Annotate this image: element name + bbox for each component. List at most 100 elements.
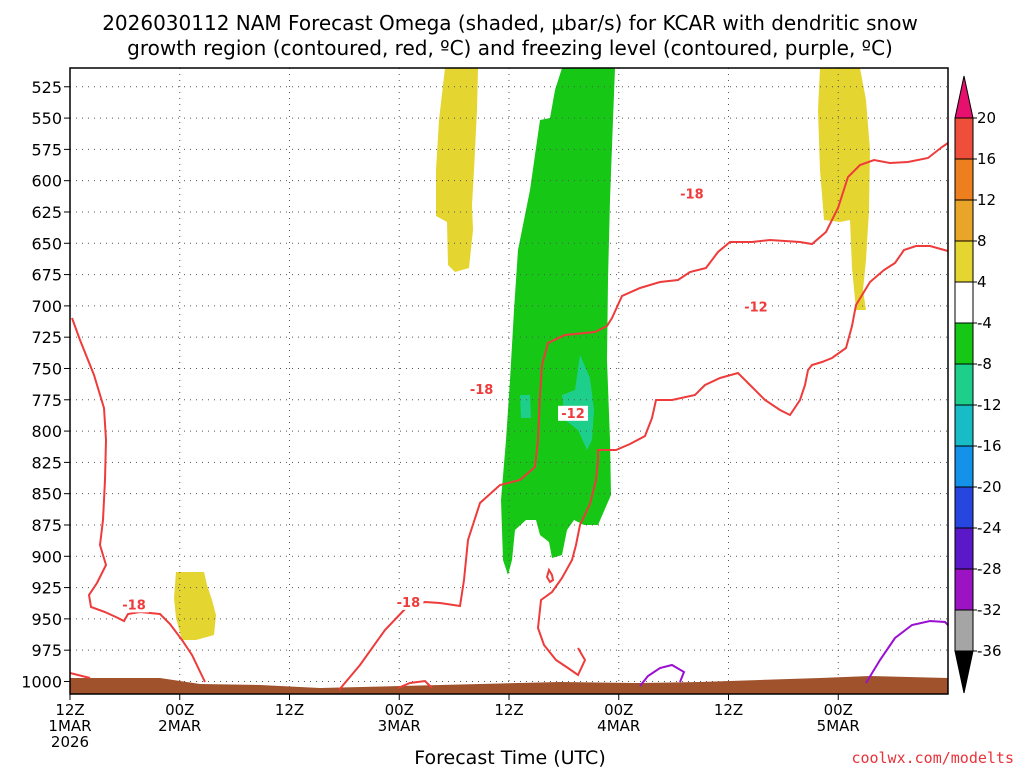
omega-region-negative-core-small [520, 395, 531, 418]
grid-lines [70, 68, 948, 694]
x-tick-label-2-0: 12Z [275, 701, 304, 719]
contour-small-loop [545, 567, 555, 584]
freezing-contour-right [865, 619, 949, 684]
omega-shading [174, 68, 870, 640]
x-axis-label: Forecast Time (UTC) [414, 747, 605, 768]
chart-title-line2: growth region (contoured, red, ºC) and f… [127, 36, 893, 60]
colorbar-label-11: -28 [977, 560, 1002, 578]
x-tick-label-1-0: 00Z [165, 701, 194, 719]
y-tick-label-1000: 1000 [21, 672, 62, 691]
y-tick-label-575: 575 [31, 140, 62, 159]
colorbar-swatch-11 [954, 527, 974, 570]
x-tick-label-7-0: 00Z [824, 701, 853, 719]
y-tick-label-750: 750 [31, 359, 62, 378]
contour-left [71, 317, 206, 683]
colorbar-label-4: 4 [977, 273, 987, 291]
y-tick-label-800: 800 [31, 422, 62, 441]
contour-middle [536, 245, 949, 677]
colorbar-label-10: -24 [977, 519, 1002, 537]
y-tick-label-825: 825 [31, 453, 62, 472]
contour-label-bg-1 [393, 594, 424, 610]
colorbar-label-7: -12 [977, 396, 1002, 414]
colorbar-swatch-6 [954, 322, 974, 365]
freezing-level-contours [639, 619, 949, 687]
contour-upper [338, 142, 949, 691]
contour-label-bg-5 [740, 299, 771, 315]
y-tick-label-875: 875 [31, 516, 62, 535]
contour-label-3: -12 [561, 407, 585, 422]
y-tick-label-925: 925 [31, 579, 62, 598]
contour-label-bg-4 [676, 186, 707, 202]
terrain-fill [70, 676, 948, 694]
contour-label-2: -18 [470, 383, 494, 398]
colorbar-label-0: 20 [977, 109, 996, 127]
contour-lower-mid [397, 679, 433, 689]
x-tick-label-6-0: 12Z [714, 701, 743, 719]
contour-label-bg-2 [466, 382, 497, 398]
colorbar-label-12: -32 [977, 601, 1002, 619]
y-tick-label-625: 625 [31, 203, 62, 222]
colorbar-label-8: -16 [977, 437, 1002, 455]
y-tick-label-675: 675 [31, 266, 62, 285]
freezing-contour-mid [639, 663, 686, 687]
colorbar-label-1: 16 [977, 150, 996, 168]
x-tick-label-5-1: 4MAR [597, 717, 640, 735]
x-tick-label-3-1: 3MAR [378, 717, 421, 735]
x-tick-label-1-1: 2MAR [158, 717, 201, 735]
colorbar-label-6: -8 [977, 355, 992, 373]
y-tick-label-775: 775 [31, 391, 62, 410]
x-tick-label-3-0: 00Z [385, 701, 414, 719]
x-tick-label-0-1: 1MAR [48, 717, 91, 735]
colorbar-swatch-10 [954, 486, 974, 529]
y-tick-label-600: 600 [31, 172, 62, 191]
x-tick-label-0-0: 12Z [55, 701, 84, 719]
colorbar-swatch-13 [954, 609, 974, 652]
chart-title-line1: 2026030112 NAM Forecast Omega (shaded, μ… [102, 11, 918, 35]
contour-label-1: -18 [397, 596, 421, 611]
colorbar-swatch-3 [954, 199, 974, 242]
contour-label-0: -18 [122, 598, 146, 613]
x-tick-label-5-0: 00Z [604, 701, 633, 719]
y-tick-label-850: 850 [31, 485, 62, 504]
omega-region-positive-lower [174, 572, 216, 640]
contour-label-4: -18 [680, 188, 704, 203]
colorbar-swatch-1 [954, 117, 974, 160]
colorbar-top-arrow [954, 75, 974, 119]
y-tick-label-900: 900 [31, 547, 62, 566]
contour-labels: -18 -18 -18 -12 -18 -12 [119, 186, 771, 613]
omega-region-positive-upper-left [436, 68, 478, 272]
colorbar-label-5: -4 [977, 314, 992, 332]
y-tick-label-525: 525 [31, 78, 62, 97]
colorbar-bottom-arrow [954, 650, 974, 694]
colorbar-swatch-4 [954, 240, 974, 283]
y-tick-label-650: 650 [31, 234, 62, 253]
colorbar: 20 16 12 8 4 -4 -8 -12 -16 -20 -24 -28 -32 -36 [954, 75, 1002, 694]
x-tick-label-4-0: 12Z [494, 701, 523, 719]
colorbar-swatch-9 [954, 445, 974, 488]
dendritic-contours [69, 142, 949, 691]
contour-label-bg-0 [119, 597, 150, 613]
y-tick-label-550: 550 [31, 109, 62, 128]
contour-left-bottom [69, 672, 91, 679]
x-tick-label-0-2: 2026 [51, 733, 89, 751]
contour-label-bg-3 [558, 405, 589, 421]
colorbar-swatch-2 [954, 158, 974, 201]
colorbar-swatch-7 [954, 363, 974, 406]
y-tick-label-975: 975 [31, 641, 62, 660]
credit-text: coolwx.com/modelts [851, 749, 1014, 767]
colorbar-label-2: 12 [977, 191, 996, 209]
y-tick-label-950: 950 [31, 610, 62, 629]
omega-region-negative-core [562, 355, 594, 450]
colorbar-label-13: -36 [977, 642, 1002, 660]
contour-label-5: -12 [744, 300, 768, 315]
colorbar-swatch-8 [954, 404, 974, 447]
y-tick-label-725: 725 [31, 328, 62, 347]
colorbar-swatch-12 [954, 568, 974, 611]
colorbar-label-9: -20 [977, 478, 1002, 496]
y-tick-label-700: 700 [31, 297, 62, 316]
y-axis-ticks: 525 550 575 600 625 650 675 700 725 750 775 800 825 8… [21, 78, 70, 691]
colorbar-swatch-5 [954, 281, 974, 324]
colorbar-label-3: 8 [977, 232, 987, 250]
x-tick-label-7-1: 5MAR [817, 717, 860, 735]
